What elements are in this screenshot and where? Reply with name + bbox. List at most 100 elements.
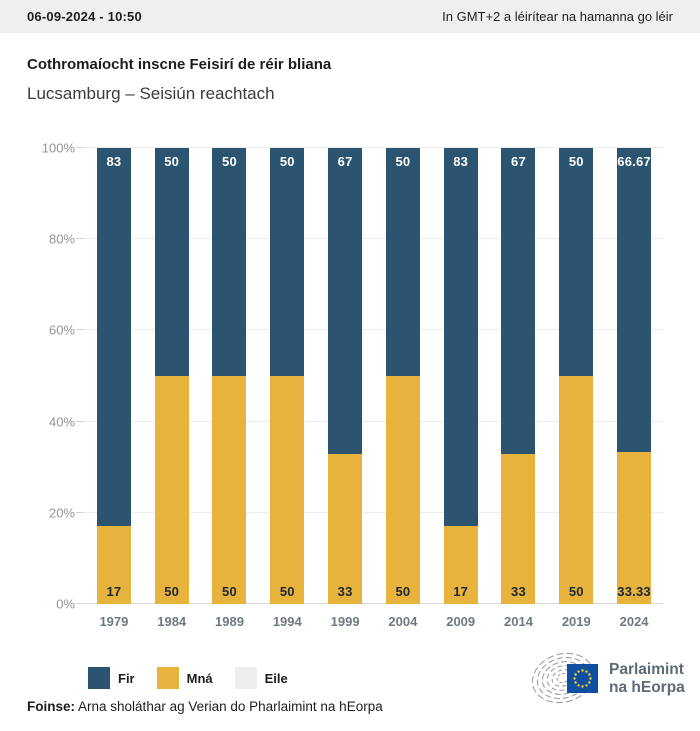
stacked-bar[interactable]: 50 50 xyxy=(385,148,420,604)
bar-column: 50 50 xyxy=(547,148,605,604)
bar-column: 67 33 xyxy=(316,148,374,604)
stacked-bar[interactable]: 83 17 xyxy=(96,148,131,604)
stacked-bar[interactable]: 50 50 xyxy=(154,148,189,604)
bars-row: 83 17 50 50 50 50 50 50 67 33 50 50 83 17 67 33 50 50 66.6… xyxy=(85,148,663,604)
bar-value-bottom: 17 xyxy=(106,584,122,599)
x-tick-label: 2009 xyxy=(446,614,476,629)
y-tick-mark xyxy=(76,147,84,148)
eu-flag-icon xyxy=(567,664,598,693)
y-tick-label: 80% xyxy=(48,231,75,247)
bar-value-top: 67 xyxy=(337,154,353,169)
bar-segment-fir[interactable] xyxy=(617,148,652,452)
y-tick-label: 0% xyxy=(56,596,75,612)
gridline xyxy=(85,238,663,240)
bar-segment-mna[interactable] xyxy=(443,526,478,604)
bar-column: 50 50 xyxy=(143,148,201,604)
bar-value-top: 50 xyxy=(164,154,180,169)
bar-segment-fir[interactable] xyxy=(96,148,131,527)
y-tick-mark xyxy=(76,238,84,240)
bar-segment-fir[interactable] xyxy=(154,148,189,376)
x-tick-label: 2014 xyxy=(504,614,533,629)
bar-segment-mna[interactable] xyxy=(328,453,363,604)
y-tick-mark xyxy=(76,329,84,331)
legend-item-eile: Eile xyxy=(234,667,288,689)
legend-item-fir: Fir xyxy=(88,667,135,689)
bar-segment-fir[interactable] xyxy=(270,148,305,376)
legend-label: Fir xyxy=(118,670,135,686)
y-axis: 0% 20% 40% 60% 80% 100% xyxy=(23,141,75,612)
bar-value-top: 83 xyxy=(106,154,122,169)
x-tick-label: 1979 xyxy=(99,614,129,629)
stacked-bar[interactable]: 66.67 33.33 xyxy=(617,148,652,604)
bar-segment-fir[interactable] xyxy=(212,148,247,376)
gridline xyxy=(85,147,663,148)
y-tick-label: 20% xyxy=(48,505,75,521)
x-tick-label: 2024 xyxy=(619,614,649,629)
logo-text-line2: na hEorpa xyxy=(609,679,685,696)
bar-segment-fir[interactable] xyxy=(443,148,478,527)
stacked-bar[interactable]: 50 50 xyxy=(559,148,594,604)
bar-segment-mna[interactable] xyxy=(212,376,247,604)
hemicycle-icon xyxy=(531,652,598,704)
legend-swatch xyxy=(234,667,257,689)
timestamp: 06-09-2024 - 10:50 xyxy=(27,9,142,24)
bar-segment-mna[interactable] xyxy=(501,453,536,604)
stacked-bar[interactable]: 50 50 xyxy=(212,148,247,604)
x-axis: 1979 1984 1989 1994 1999 2004 2009 2014 2019 2024 xyxy=(85,604,663,629)
stacked-bar[interactable]: 67 33 xyxy=(328,148,363,604)
logo-text: Parlaimint na hEorpa xyxy=(609,661,685,697)
bar-segment-fir[interactable] xyxy=(559,148,594,376)
bar-value-bottom: 33.33 xyxy=(617,584,651,599)
page-subtitle: Lucsamburg – Seisiún reachtach xyxy=(27,84,275,103)
bar-segment-mna[interactable] xyxy=(270,376,305,604)
y-tick-label: 100% xyxy=(41,140,75,156)
legend-label: Eile xyxy=(264,670,288,686)
bar-column: 50 50 xyxy=(201,148,259,604)
footer-source: Foinse: Arna sholáthar ag Verian do Phar… xyxy=(27,699,383,714)
bar-segment-mna[interactable] xyxy=(154,376,189,604)
bar-segment-fir[interactable] xyxy=(328,148,363,454)
bar-column: 50 50 xyxy=(258,148,316,604)
bar-segment-fir[interactable] xyxy=(501,148,536,454)
bar-segment-mna[interactable] xyxy=(617,452,652,604)
legend-swatch xyxy=(156,667,179,689)
bar-column: 83 17 xyxy=(432,148,490,604)
y-tick-mark xyxy=(76,603,84,604)
bar-segment-fir[interactable] xyxy=(385,148,420,376)
header-bar: 06-09-2024 - 10:50 In GMT+2 a léirítear … xyxy=(0,0,700,33)
y-tick-mark xyxy=(76,420,84,422)
bar-segment-mna[interactable] xyxy=(385,376,420,604)
x-tick-label: 1989 xyxy=(215,614,244,629)
x-tick-label: 1984 xyxy=(157,614,187,629)
bar-value-top: 50 xyxy=(395,154,411,169)
gridline xyxy=(85,511,663,513)
x-tick-label: 2004 xyxy=(388,614,418,629)
ep-logo: Parlaimint na hEorpa xyxy=(529,650,689,708)
x-tick-label: 2019 xyxy=(561,614,591,629)
x-tick-label: 1999 xyxy=(330,614,360,629)
bar-value-top: 66.67 xyxy=(617,154,651,169)
legend-label: Mná xyxy=(186,670,213,686)
bar-value-bottom: 33 xyxy=(337,584,353,599)
logo-text-line1: Parlaimint xyxy=(609,661,684,679)
bar-value-bottom: 50 xyxy=(222,584,237,599)
y-tick-mark xyxy=(76,511,84,513)
stacked-bar[interactable]: 67 33 xyxy=(501,148,536,604)
y-tick-label: 60% xyxy=(48,322,75,338)
bar-value-bottom: 17 xyxy=(453,584,469,599)
bar-segment-mna[interactable] xyxy=(96,526,131,604)
bar-value-bottom: 50 xyxy=(568,584,584,599)
stacked-bar[interactable]: 83 17 xyxy=(443,148,478,604)
bar-segment-mna[interactable] xyxy=(559,376,594,604)
bar-value-top: 50 xyxy=(279,154,295,169)
bar-value-top: 50 xyxy=(222,154,237,169)
stacked-bar[interactable]: 50 50 xyxy=(270,148,305,604)
page-title: Cothromaíocht inscne Feisirí de réir bli… xyxy=(27,56,332,73)
bar-value-bottom: 33 xyxy=(511,584,526,599)
bar-value-top: 83 xyxy=(453,154,469,169)
source-text: Arna sholáthar ag Verian do Pharlaimint … xyxy=(75,699,383,714)
plot-area: 0% 20% 40% 60% 80% 100% 83 17 50 50 50 50 50 50 67 33 5… xyxy=(42,141,663,629)
bar-column: 66.67 33.33 xyxy=(605,148,663,604)
x-tick-label: 1994 xyxy=(272,614,302,629)
gridline xyxy=(85,329,663,331)
